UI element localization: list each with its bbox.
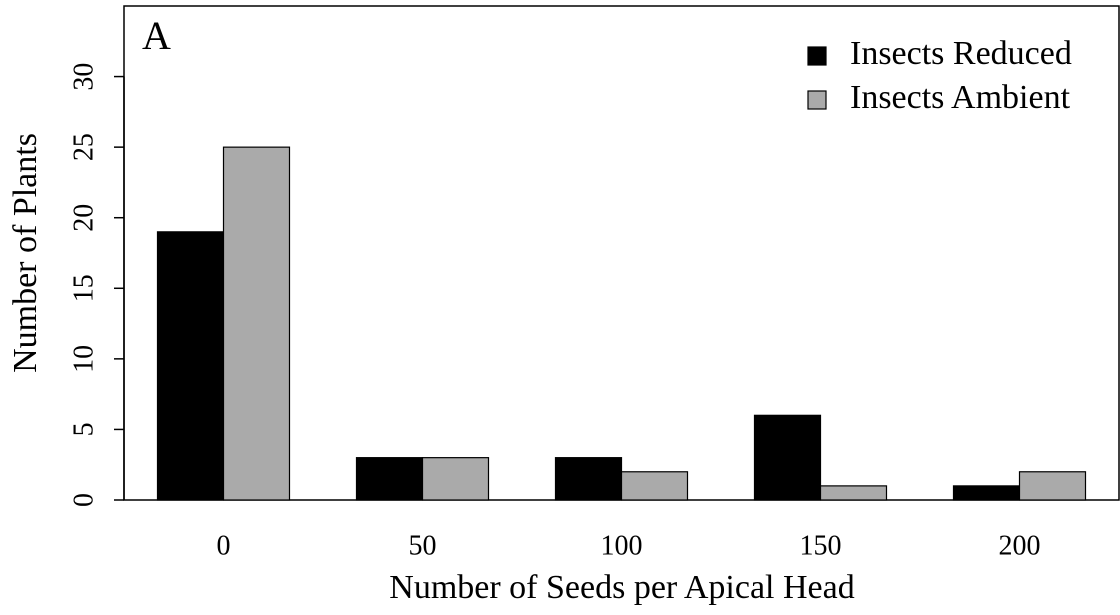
x-tick-label: 50 <box>409 530 437 561</box>
bar <box>222 146 291 501</box>
y-axis-label: Number of Plants <box>7 133 44 373</box>
bar <box>620 471 689 501</box>
y-tick-label: 10 <box>68 345 99 373</box>
y-tick-label: 15 <box>68 274 99 302</box>
x-tick-label: 0 <box>217 530 231 561</box>
y-tick-label: 20 <box>68 204 99 232</box>
x-tick-label: 100 <box>601 530 643 561</box>
bar <box>1018 471 1087 501</box>
bar <box>819 485 888 501</box>
bar <box>355 457 424 501</box>
y-tick-label: 5 <box>68 422 99 436</box>
bar <box>554 457 623 501</box>
legend-swatch <box>807 46 827 66</box>
x-tick-label: 200 <box>999 530 1041 561</box>
y-tick-label: 0 <box>68 493 99 507</box>
bar <box>753 414 822 501</box>
y-tick-label: 25 <box>68 133 99 161</box>
x-tick-label: 150 <box>800 530 842 561</box>
x-axis-label: Number of Seeds per Apical Head <box>389 569 854 606</box>
legend-swatch <box>807 90 827 110</box>
bar <box>156 231 225 501</box>
legend-label: Insects Ambient <box>850 79 1071 116</box>
bar <box>421 457 490 501</box>
bar <box>952 485 1021 501</box>
y-tick-label: 30 <box>68 63 99 91</box>
panel-label: A <box>142 13 171 58</box>
legend-label: Insects Reduced <box>850 35 1072 72</box>
